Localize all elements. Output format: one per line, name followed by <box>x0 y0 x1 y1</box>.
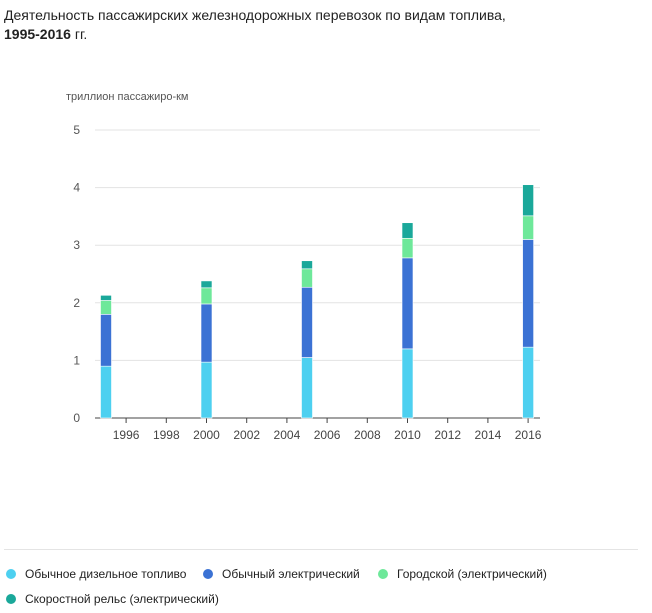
x-tick-label: 2010 <box>394 428 421 442</box>
bar-segment <box>100 295 112 301</box>
chart-title: Деятельность пассажирских железнодорожны… <box>4 6 524 44</box>
bar-segment <box>200 280 213 289</box>
bar-segment <box>301 286 313 358</box>
bar-segment <box>301 357 313 419</box>
x-tick-label: 1996 <box>113 428 140 442</box>
legend-label: Обычное дизельное топливо <box>25 567 187 581</box>
chart-title-years: 1995-2016 <box>4 26 71 42</box>
bar-segment <box>401 257 414 350</box>
legend-label: Обычный электрический <box>222 567 360 581</box>
legend-divider <box>4 549 638 550</box>
bar-segment <box>100 300 112 315</box>
x-tick-label: 2002 <box>233 428 260 442</box>
y-tick-label: 1 <box>73 353 80 367</box>
y-tick-label: 5 <box>73 123 80 137</box>
legend-label: Городской (электрический) <box>397 567 547 581</box>
legend-label: Скоростной рельс (электрический) <box>25 592 219 606</box>
bar-segment <box>100 314 112 367</box>
bar-segment <box>100 365 112 419</box>
y-tick-label: 0 <box>73 411 80 425</box>
legend-item[interactable]: Обычный электрический <box>203 567 360 581</box>
x-tick-label: 2016 <box>515 428 542 442</box>
legend-swatch <box>6 594 16 604</box>
x-tick-label: 2012 <box>434 428 461 442</box>
y-tick-label: 3 <box>73 238 80 252</box>
x-tick-label: 1998 <box>153 428 180 442</box>
stacked-bar-chart: триллион пассажиро-км 0 1 2 3 4 5 1996 1998 2000 2… <box>66 91 542 442</box>
bar-segment <box>200 303 213 363</box>
y-axis-label: триллион пассажиро-км <box>66 91 189 103</box>
y-tick-label: 4 <box>73 181 80 195</box>
x-tick-label: 2008 <box>354 428 381 442</box>
x-tick-label: 2004 <box>274 428 301 442</box>
bar-segment <box>522 239 534 348</box>
legend-item[interactable]: Городской (электрический) <box>378 567 547 581</box>
legend-swatch <box>378 569 388 579</box>
bar-segment <box>200 287 213 305</box>
bar-segment <box>522 184 534 217</box>
bar-segment <box>301 268 313 288</box>
bar-segment <box>301 260 313 270</box>
chart-title-suffix: гг. <box>70 26 88 42</box>
bar-segment <box>200 361 213 419</box>
legend-item[interactable]: Обычное дизельное топливо <box>6 567 186 581</box>
legend-swatch <box>203 569 213 579</box>
x-tick-label: 2014 <box>475 428 502 442</box>
y-tick-label: 2 <box>73 296 80 310</box>
bar-segment <box>522 215 534 240</box>
bar-segment <box>522 346 534 419</box>
bar-segment <box>401 222 414 239</box>
bar-segment <box>401 237 414 259</box>
chart-title-main: Деятельность пассажирских железнодорожны… <box>4 7 506 23</box>
legend-swatch <box>6 569 16 579</box>
x-tick-label: 2000 <box>193 428 220 442</box>
legend-item[interactable]: Скоростной рельс (электрический) <box>6 592 219 606</box>
bar-segment <box>401 348 414 419</box>
x-tick-label: 2006 <box>314 428 341 442</box>
